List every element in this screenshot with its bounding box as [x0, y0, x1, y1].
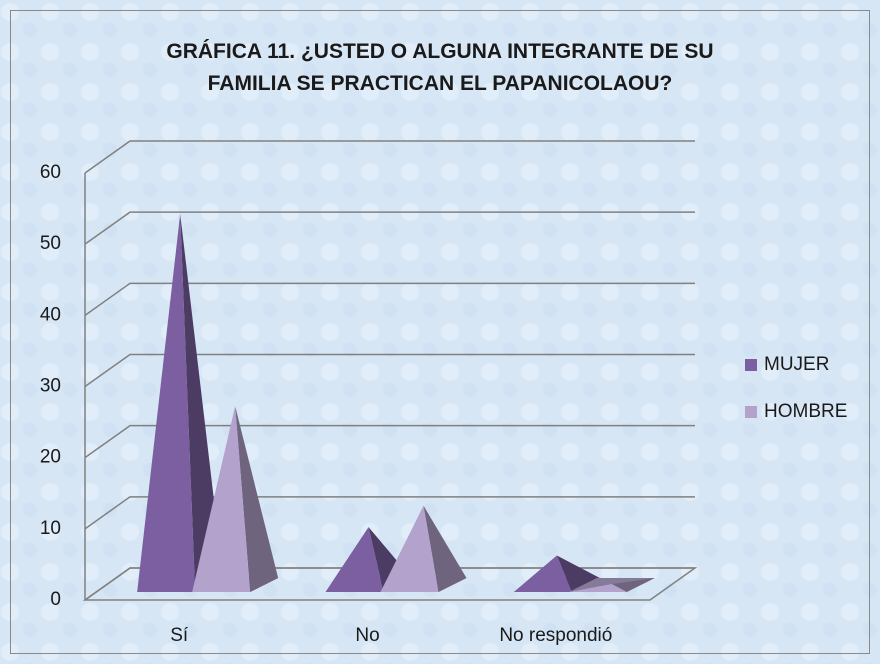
- pyramid-front: [568, 584, 627, 592]
- y-tick-label: 20: [40, 447, 61, 468]
- grid-line: [84, 424, 695, 459]
- x-tick-label: No respondió: [499, 625, 612, 646]
- pyramid: [192, 406, 279, 592]
- grid-line: [84, 496, 695, 530]
- x-tick-label: Sí: [170, 625, 189, 646]
- pyramid-side: [180, 213, 224, 592]
- pyramid: [513, 555, 600, 592]
- grid-line: [84, 282, 695, 316]
- y-tick-label: 50: [40, 233, 61, 254]
- chart-title: GRÁFICA 11. ¿USTED O ALGUNA INTEGRANTE D…: [166, 40, 714, 95]
- chart-border: [10, 10, 870, 654]
- pyramid-front: [325, 527, 384, 592]
- legend-label: HOMBRE: [764, 401, 847, 422]
- pyramid-front: [192, 406, 251, 592]
- pyramid-side: [611, 578, 655, 592]
- y-tick-label: 40: [40, 304, 61, 325]
- pyramid: [568, 578, 655, 592]
- legend-swatch: [745, 406, 757, 418]
- y-tick-label: 30: [40, 376, 61, 397]
- y-tick-label: 60: [40, 162, 61, 183]
- grid-line: [84, 567, 695, 601]
- legend-label: MUJER: [764, 354, 829, 375]
- pyramid-front: [137, 213, 196, 592]
- grid-line: [84, 211, 695, 245]
- x-tick-label: No: [355, 625, 379, 646]
- y-tick-label: 10: [40, 518, 61, 539]
- pyramid-side: [235, 406, 279, 592]
- pyramid-side: [423, 505, 467, 592]
- grid-line: [84, 353, 695, 388]
- pyramid: [380, 505, 467, 592]
- pyramid-front: [380, 505, 439, 592]
- legend-swatch: [745, 359, 757, 371]
- grid-line: [84, 140, 695, 174]
- y-tick-label: 0: [50, 589, 61, 610]
- pyramid-front: [513, 555, 572, 592]
